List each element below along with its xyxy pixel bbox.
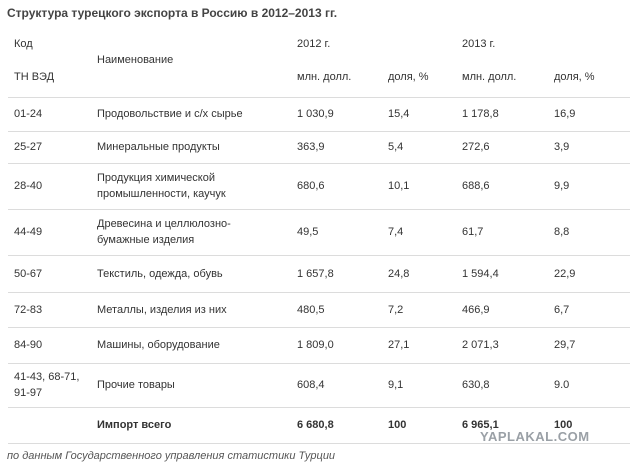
table-cell: 9,1 (388, 379, 404, 391)
table-cell: 27,1 (388, 339, 410, 351)
header-sub: доля, % (554, 71, 595, 83)
table-cell: 15,4 (388, 108, 410, 120)
row-divider (8, 407, 630, 408)
table-cell: Металлы, изделия из них (97, 303, 227, 316)
header-code: Код (14, 38, 33, 50)
table-cell: 1 030,9 (297, 108, 334, 120)
table-cell: 50-67 (14, 267, 43, 280)
table-cell: 01-24 (14, 108, 43, 120)
table-cell: 84-90 (14, 339, 43, 351)
table-cell: Продовольствие и с/х сырье (97, 108, 243, 120)
table-cell: 1 809,0 (297, 339, 334, 351)
table-cell: 7,2 (388, 303, 404, 316)
table-cell: 100 (554, 419, 573, 431)
table-cell: 61,7 (462, 226, 484, 238)
table-cell: 272,6 (462, 141, 490, 153)
row-divider (8, 209, 630, 210)
table-cell: 25-27 (14, 141, 43, 153)
table-cell: Текстиль, одежда, обувь (97, 267, 223, 280)
table-cell: 28-40 (14, 180, 43, 192)
table-cell: 1 594,4 (462, 267, 499, 280)
table-cell: 466,9 (462, 303, 490, 316)
table-cell: Импорт всего (97, 419, 172, 431)
table-cell: 8,8 (554, 226, 570, 238)
row-divider (8, 292, 630, 293)
table-cell: 41-43, 68-71, 91-97 (14, 371, 80, 399)
table-cell: Древесина и целлюлозно- бумажные изделия (97, 218, 231, 246)
table-cell: 6,7 (554, 303, 570, 316)
header-year: 2012 г. (297, 38, 331, 50)
table-cell: 22,9 (554, 267, 576, 280)
table-cell: Машины, оборудование (97, 339, 220, 351)
header-name: Наименование (97, 54, 174, 66)
table-cell: Прочие товары (97, 379, 175, 391)
table-cell: 72-83 (14, 303, 43, 316)
footer-note: по данным Государственного управления ст… (7, 450, 336, 462)
table-cell: Продукция химической промышленности, кау… (97, 172, 226, 200)
table-cell: 9,9 (554, 180, 570, 192)
header-code: ТН ВЭД (14, 71, 55, 83)
table-cell: 6 965,1 (462, 419, 499, 431)
table-cell: 7,4 (388, 226, 404, 238)
table-cell: 24,8 (388, 267, 410, 280)
table-cell: 5,4 (388, 141, 404, 153)
table-cell: 49,5 (297, 226, 319, 238)
table-cell: 1 657,8 (297, 267, 334, 280)
table-cell: 9.0 (554, 379, 570, 391)
table-cell: 29,7 (554, 339, 576, 351)
row-divider (8, 443, 630, 444)
row-divider (8, 131, 630, 132)
header-sub: млн. долл. (462, 71, 517, 83)
table-cell: 680,6 (297, 180, 325, 192)
table-cell: 10,1 (388, 180, 410, 192)
table-cell: Минеральные продукты (97, 141, 220, 153)
row-divider (8, 363, 630, 364)
table-cell: 480,5 (297, 303, 325, 316)
row-divider (8, 327, 630, 328)
table-cell: 1 178,8 (462, 108, 499, 120)
table-cell: 608,4 (297, 379, 325, 391)
watermark: YAPLAKAL.COM (480, 429, 590, 444)
table-cell: 630,8 (462, 379, 490, 391)
row-divider (8, 255, 630, 256)
header-sub: млн. долл. (297, 71, 352, 83)
title: Структура турецкого экспорта в Россию в … (7, 6, 338, 20)
row-divider (8, 97, 630, 98)
table-cell: 100 (388, 419, 407, 431)
table-cell: 363,9 (297, 141, 325, 153)
table-cell: 688,6 (462, 180, 490, 192)
row-divider (8, 163, 630, 164)
table-cell: 3,9 (554, 141, 570, 153)
header-year: 2013 г. (462, 38, 496, 50)
header-sub: доля, % (388, 71, 429, 83)
table-cell: 6 680,8 (297, 419, 334, 431)
table-cell: 44-49 (14, 226, 43, 238)
table-cell: 2 071,3 (462, 339, 499, 351)
table-cell: 16,9 (554, 108, 576, 120)
